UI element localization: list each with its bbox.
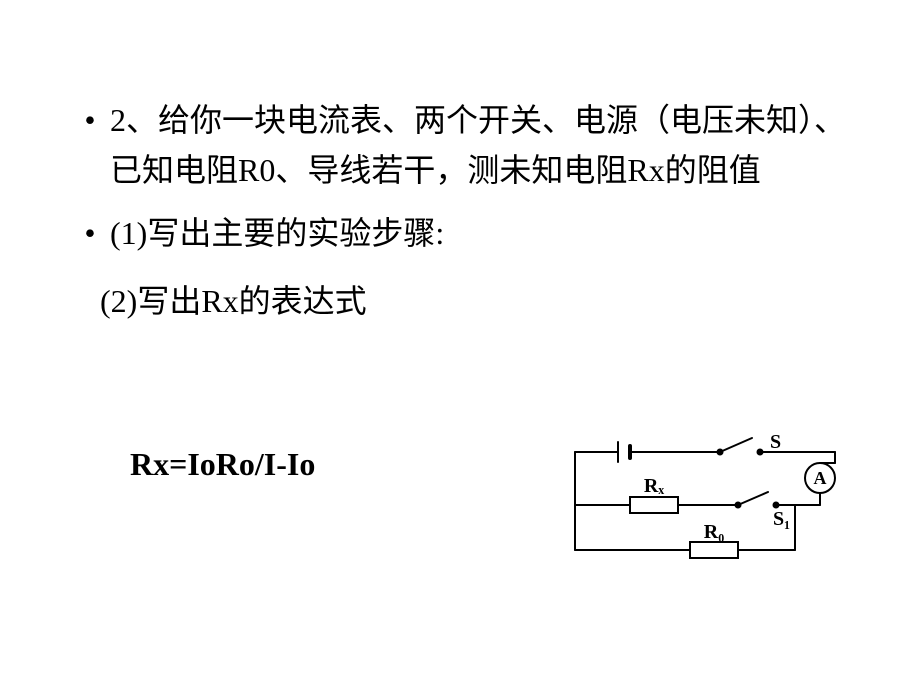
- bullet-dot: •: [70, 209, 110, 259]
- label-r0: R₀: [704, 521, 724, 543]
- label-ammeter: A: [814, 468, 827, 488]
- circuit-diagram: S A Rₓ S₁ R₀: [560, 430, 850, 580]
- label-rx: Rₓ: [644, 475, 664, 497]
- q2-text: (2)写出Rx的表达式: [100, 277, 860, 327]
- slide: • 2、给你一块电流表、两个开关、电源（电压未知）、已知电阻R0、导线若干，测未…: [0, 0, 920, 690]
- q1-bullet: • (1)写出主要的实验步骤:: [70, 209, 860, 259]
- problem-number: 2、: [110, 102, 158, 138]
- label-s1: S₁: [773, 508, 790, 530]
- problem-text: 2、给你一块电流表、两个开关、电源（电压未知）、已知电阻R0、导线若干，测未知电…: [110, 96, 860, 195]
- circuit-svg: S A Rₓ S₁ R₀: [560, 430, 850, 580]
- q1-text: (1)写出主要的实验步骤:: [110, 209, 860, 259]
- label-s: S: [770, 431, 781, 453]
- problem-bullet: • 2、给你一块电流表、两个开关、电源（电压未知）、已知电阻R0、导线若干，测未…: [70, 96, 860, 195]
- problem-body: 给你一块电流表、两个开关、电源（电压未知）、已知电阻R0、导线若干，测未知电阻R…: [110, 102, 846, 188]
- bullet-dot: •: [70, 96, 110, 195]
